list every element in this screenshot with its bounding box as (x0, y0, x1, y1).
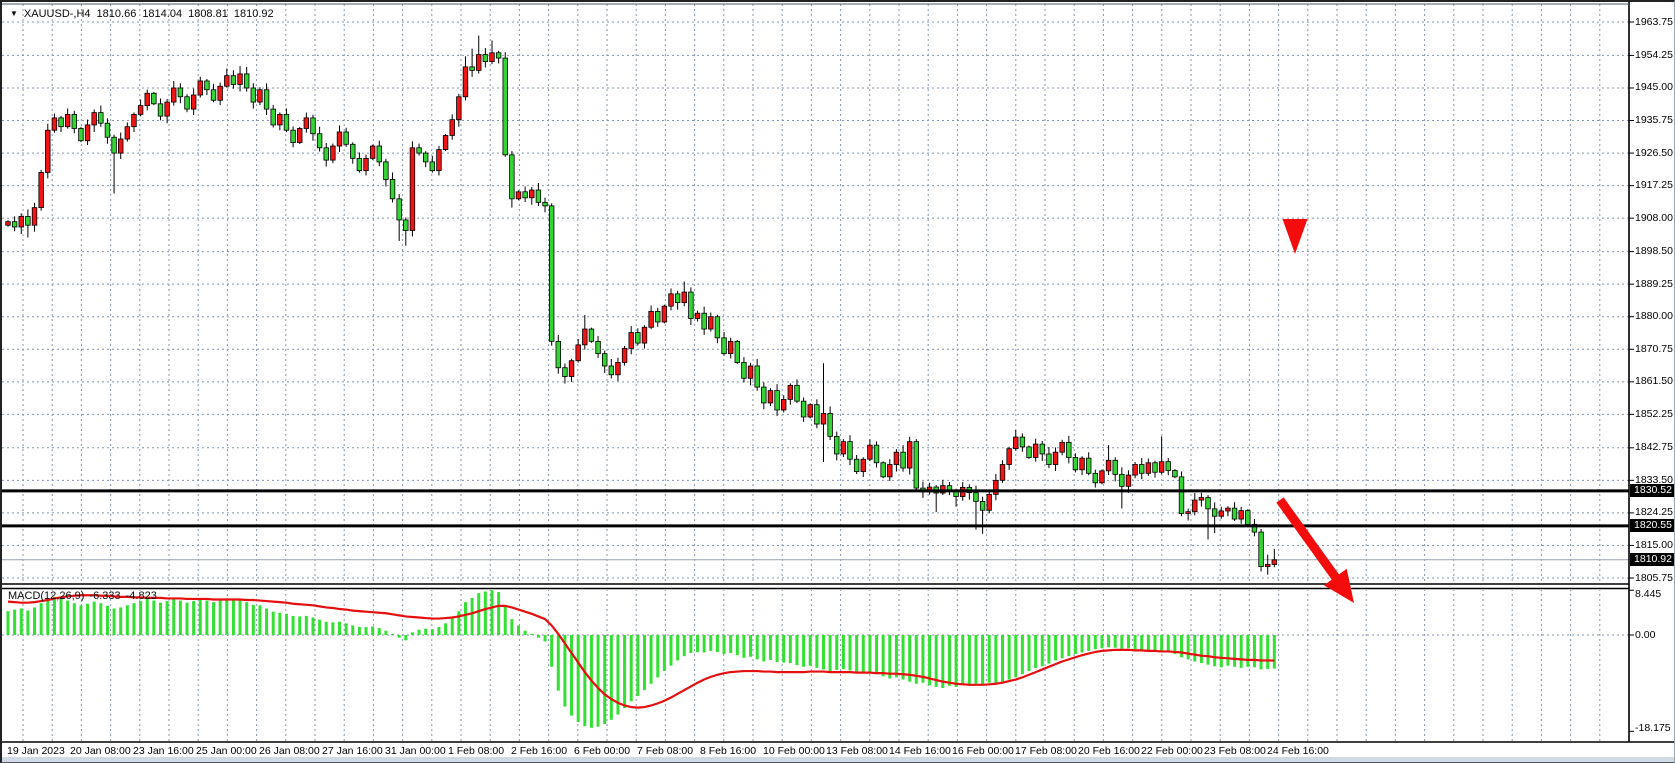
ohlc-low: 1808.81 (188, 8, 228, 20)
symbol-ohlc-bar: ▼ XAUUSD-,H4 1810.66 1814.04 1808.81 1810.92 (10, 8, 280, 20)
price-axis-tick: 1963.75 (1635, 15, 1673, 28)
macd-signal-line (7, 594, 1275, 709)
time-axis-label: 2 Feb 16:00 (511, 745, 568, 757)
macd-current-value: -6.333 (89, 590, 121, 602)
time-axis-label: 14 Feb 16:00 (889, 745, 951, 757)
time-axis-label: 7 Feb 08:00 (637, 745, 694, 757)
price-axis-tick: 1908.00 (1635, 211, 1673, 224)
macd-pane (6, 590, 1276, 728)
time-axis-label: 20 Feb 16:00 (1078, 745, 1140, 757)
macd-scale-min: -18.175 (1635, 722, 1671, 735)
time-axis-label: 31 Jan 00:00 (385, 745, 446, 757)
time-axis-label: 16 Feb 00:00 (952, 745, 1014, 757)
macd-indicator-label: MACD(12,26,9) -6.333 -4.823 (8, 590, 162, 602)
time-axis-label: 6 Feb 00:00 (574, 745, 631, 757)
symbol-timeframe-label: XAUUSD-,H4 (23, 8, 91, 20)
price-tag-current: 1810.92 (1630, 553, 1674, 567)
price-axis-tick: 1889.25 (1635, 277, 1673, 290)
price-axis-tick: 1852.25 (1635, 407, 1673, 420)
time-axis-label: 25 Jan 00:00 (196, 745, 257, 757)
time-axis-label: 20 Jan 08:00 (70, 745, 131, 757)
price-axis-tick: 1917.25 (1635, 179, 1673, 192)
price-axis-tick: 1870.75 (1635, 342, 1673, 355)
candles (5, 35, 1278, 575)
time-axis-label: 13 Feb 08:00 (826, 745, 888, 757)
time-axis-label: 27 Jan 16:00 (322, 745, 383, 757)
ohlc-open: 1810.66 (96, 8, 137, 20)
ohlc-high: 1814.04 (142, 8, 183, 20)
price-axis-tick: 1824.25 (1635, 506, 1673, 519)
price-axis-tick: 1815.00 (1635, 538, 1673, 551)
price-axis-tick: 1898.50 (1635, 245, 1673, 258)
price-tag-support: 1820.55 (1630, 519, 1674, 533)
price-axis-tick: 1833.50 (1635, 473, 1673, 486)
macd-scale-max: 8.445 (1635, 588, 1662, 601)
pane-separator[interactable] (2, 582, 1629, 590)
price-axis-tick: 1935.75 (1635, 114, 1673, 127)
ohlc-close: 1810.92 (233, 8, 274, 20)
grid (2, 4, 1629, 742)
symbol-dropdown-icon[interactable]: ▼ (10, 9, 18, 18)
price-axis-tick: 1861.50 (1635, 375, 1673, 388)
macd-signal-value: -4.823 (125, 590, 157, 602)
time-axis-label: 23 Feb 08:00 (1204, 745, 1266, 757)
window-bottom-edge (2, 757, 1674, 762)
time-axis-label: 17 Feb 08:00 (1015, 745, 1077, 757)
big-down-arrow-annotation[interactable] (1276, 497, 1354, 603)
small-down-triangle-annotation[interactable] (1282, 219, 1308, 254)
price-axis-tick: 1842.75 (1635, 441, 1673, 454)
time-axis-label: 10 Feb 00:00 (763, 745, 825, 757)
price-tag-resistance: 1830.52 (1630, 484, 1674, 498)
price-axis-tick: 1954.25 (1635, 48, 1673, 61)
time-axis-label: 24 Feb 16:00 (1267, 745, 1329, 757)
macd-scale-zero: 0.00 (1635, 628, 1656, 641)
macd-name: MACD(12,26,9) (8, 590, 85, 602)
price-axis-tick: 1945.00 (1635, 81, 1673, 94)
time-axis-label: 19 Jan 2023 (7, 745, 65, 757)
time-axis-label: 22 Feb 00:00 (1141, 745, 1203, 757)
time-axis-label: 1 Feb 08:00 (448, 745, 505, 757)
price-axis-tick: 1880.00 (1635, 310, 1673, 323)
time-axis-label: 26 Jan 08:00 (259, 745, 320, 757)
price-axis-tick: 1926.50 (1635, 146, 1673, 159)
time-axis-label: 8 Feb 16:00 (700, 745, 757, 757)
time-axis-label: 23 Jan 16:00 (133, 745, 194, 757)
price-axis-tick: 1805.75 (1635, 571, 1673, 584)
